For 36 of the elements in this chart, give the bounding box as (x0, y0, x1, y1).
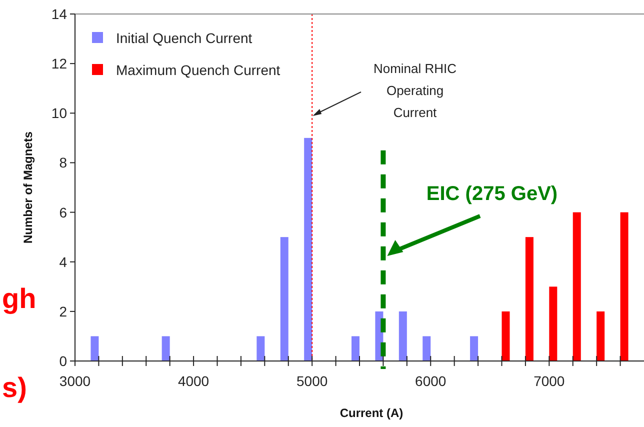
y-tick-label: 0 (59, 353, 68, 369)
y-tick-label: 8 (59, 154, 68, 171)
bar (256, 336, 265, 361)
legend-label: Maximum Quench Current (116, 62, 280, 78)
bar (549, 286, 558, 361)
y-tick-label: 4 (59, 254, 68, 270)
y-tick-label: 6 (59, 204, 68, 220)
y-tick-label: 12 (51, 56, 68, 72)
bar (304, 138, 312, 361)
legend-label: Initial Quench Current (116, 30, 252, 46)
bar (596, 311, 605, 361)
bar (90, 336, 99, 361)
bar (525, 237, 534, 361)
bar (162, 336, 170, 361)
x-tick-label: 7000 (534, 373, 565, 389)
bar (502, 311, 510, 361)
ref-line-label: Nominal RHIC Operating Current (373, 61, 457, 120)
y-tick-label: 14 (51, 6, 68, 22)
bar (572, 212, 581, 361)
x-axis-title: Current (A) (340, 406, 404, 420)
bar (398, 311, 407, 361)
x-tick-label: 4000 (178, 373, 210, 389)
x-tick-label: 6000 (415, 373, 446, 389)
bar (422, 336, 431, 361)
ref-line-label: EIC (275 GeV) (426, 183, 558, 205)
x-tick-label: 5000 (296, 373, 328, 389)
bar (470, 336, 478, 361)
text: s) (2, 372, 27, 403)
y-tick-label: 2 (59, 303, 68, 320)
bar (620, 212, 628, 361)
text: gh (2, 283, 36, 314)
y-axis-title: Number of Magnets (21, 131, 35, 244)
y-tick-label: 10 (51, 105, 68, 122)
bar (352, 336, 360, 361)
x-tick-label: 3000 (59, 373, 91, 389)
bar (280, 237, 288, 361)
